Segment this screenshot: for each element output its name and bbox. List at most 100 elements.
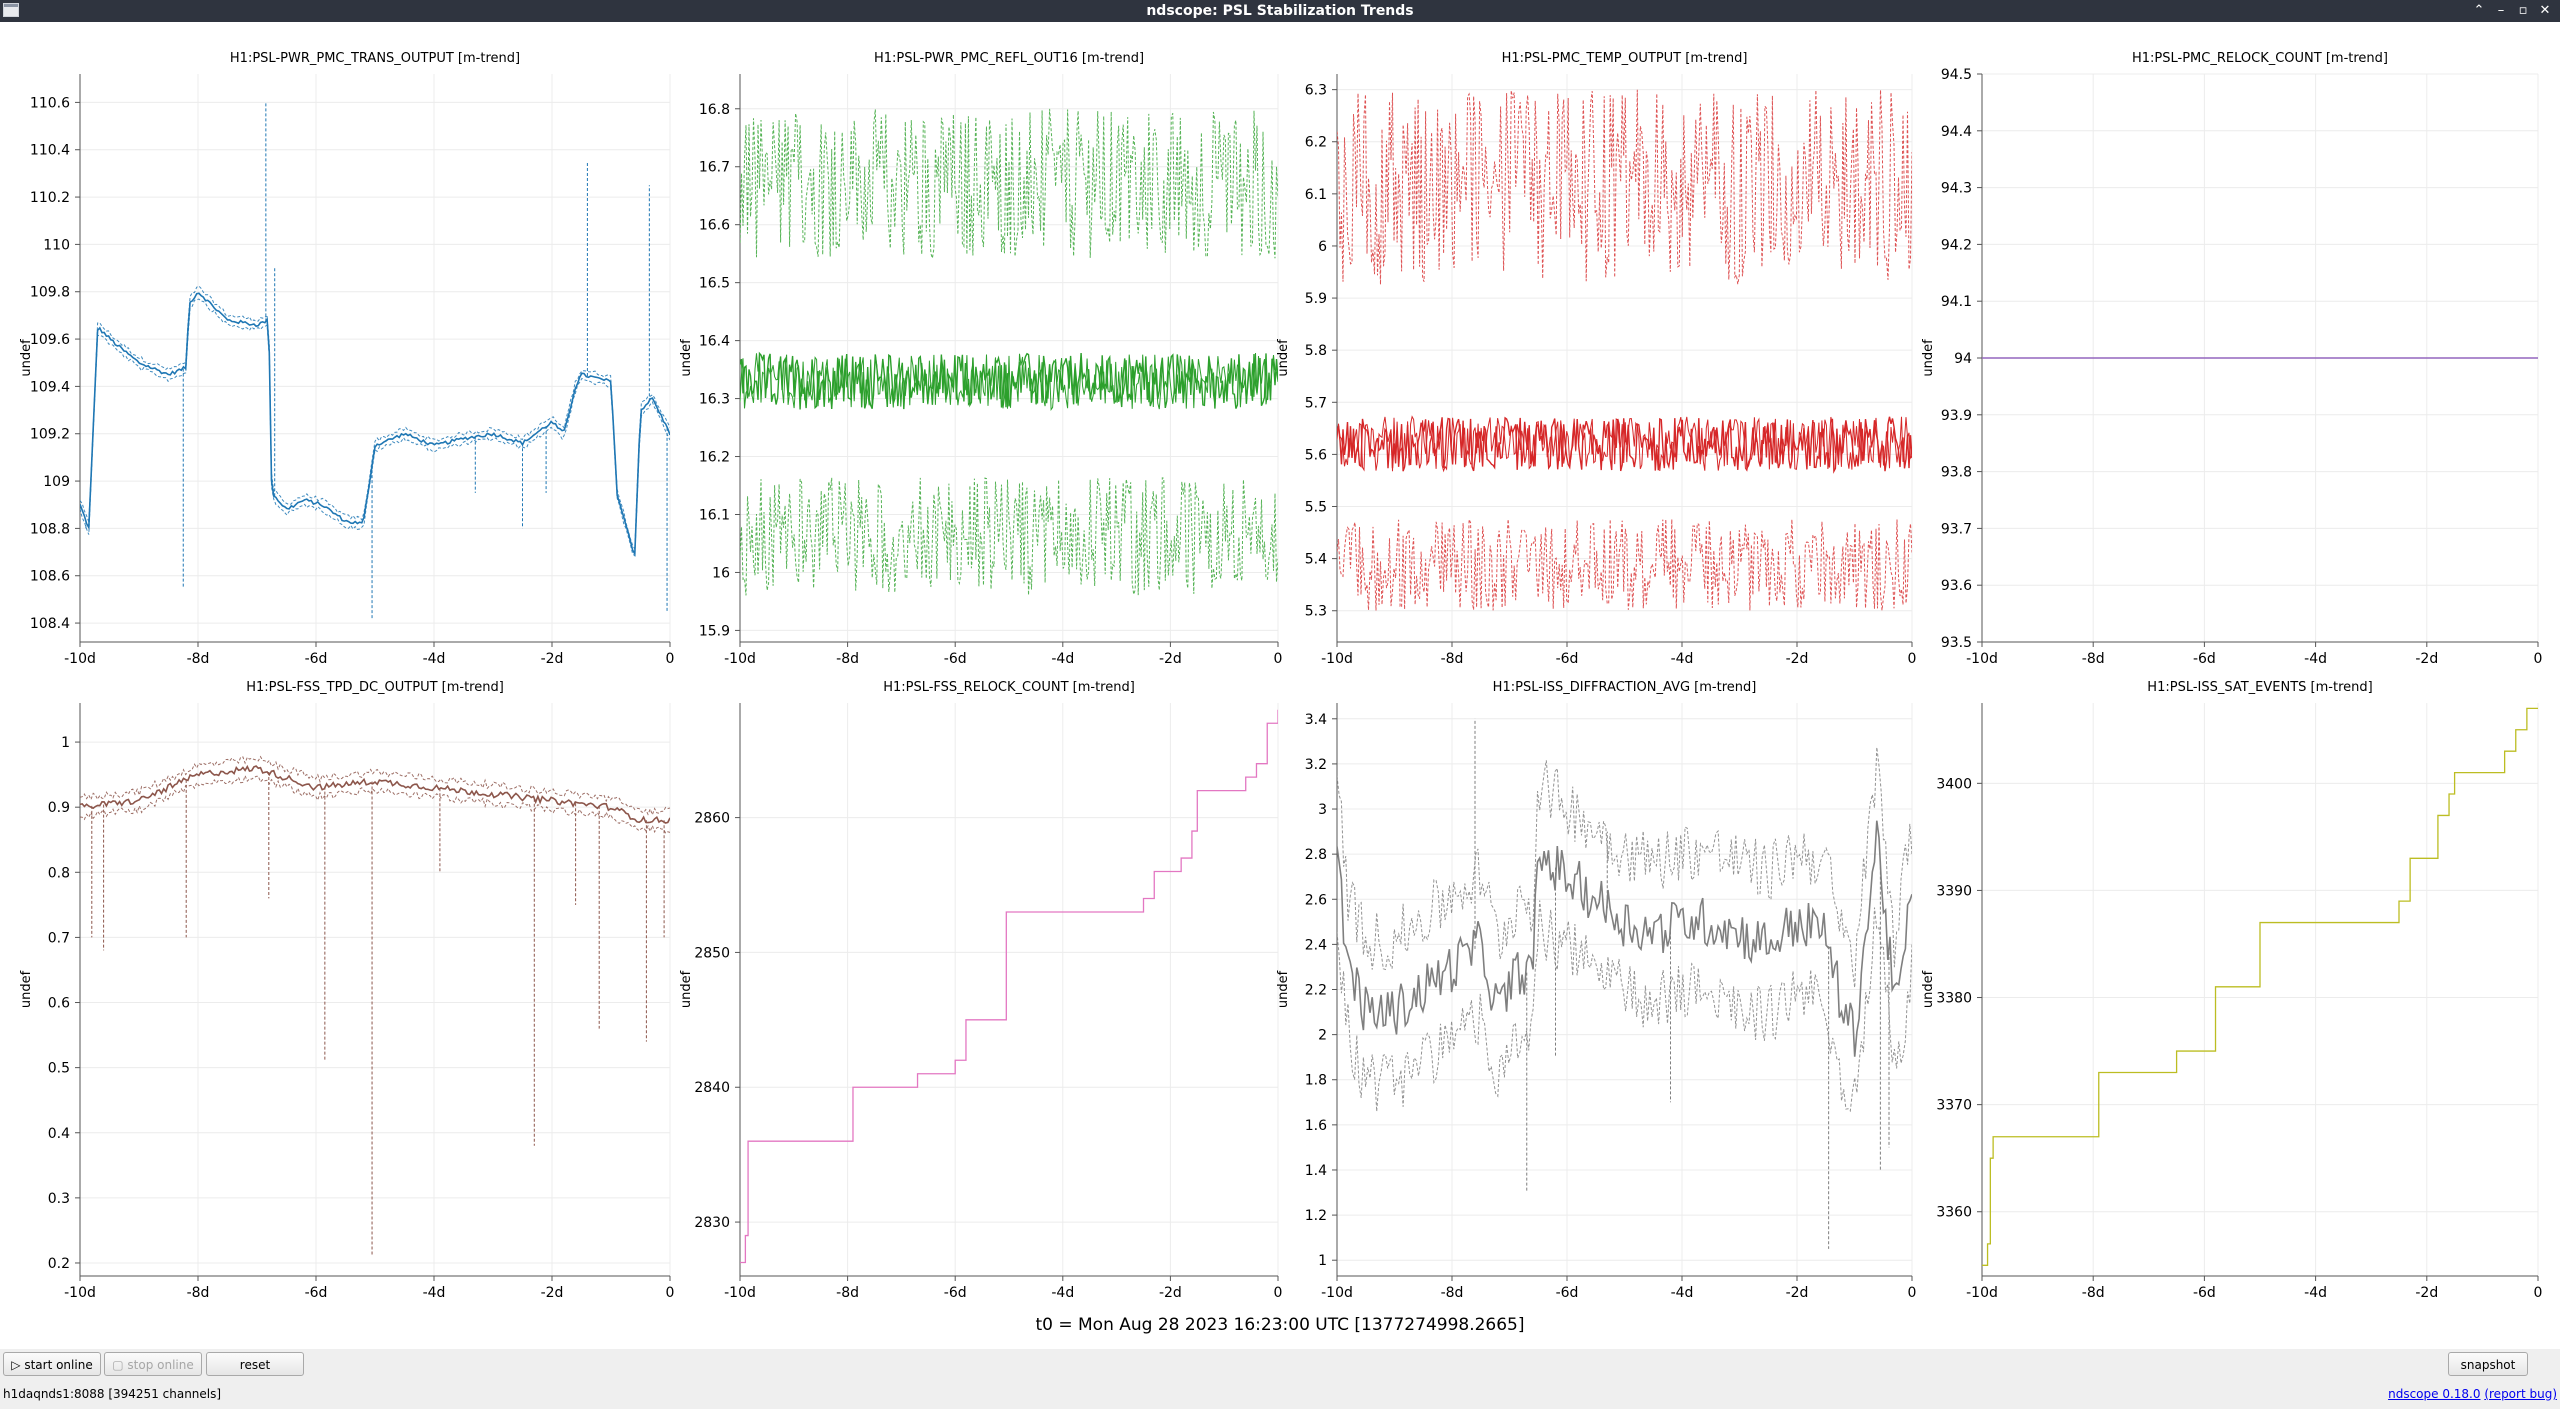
series-min-line xyxy=(80,298,670,557)
series-max-line xyxy=(740,108,1278,259)
series-min-line xyxy=(740,477,1278,596)
y-tick-label: 16.4 xyxy=(699,334,730,350)
series-max-line xyxy=(80,285,670,551)
x-tick-label: -8d xyxy=(187,1285,210,1301)
series xyxy=(740,108,1278,596)
y-tick-label: 3360 xyxy=(1936,1205,1972,1221)
y-tick-label: 0.3 xyxy=(48,1191,70,1207)
y-axis-label: undef xyxy=(1921,339,1936,377)
y-tick-label: 5.6 xyxy=(1305,447,1327,463)
window-title: ndscope: PSL Stabilization Trends xyxy=(1146,3,1414,19)
y-tick-label: 0.9 xyxy=(48,800,70,816)
version-link[interactable]: ndscope 0.18.0 xyxy=(2388,1387,2481,1401)
plot-panel[interactable]: H1:PSL-PMC_TEMP_OUTPUT [m-trend] undef 5.3… xyxy=(1276,51,1916,667)
y-tick-label: 16.3 xyxy=(699,392,730,408)
x-tick-label: 0 xyxy=(666,1285,675,1301)
y-tick-label: 110.6 xyxy=(30,95,70,111)
y-tick-label: 109.8 xyxy=(30,285,70,301)
y-tick-label: 6 xyxy=(1318,239,1327,255)
y-tick-label: 110.2 xyxy=(30,190,70,206)
series-mean-line xyxy=(1337,415,1912,473)
y-tick-label: 16.7 xyxy=(699,160,730,176)
y-tick-label: 5.8 xyxy=(1305,343,1327,359)
stop-online-label: stop online xyxy=(127,1358,194,1372)
plot-panel[interactable]: H1:PSL-FSS_TPD_DC_OUTPUT [m-trend] undef 0… xyxy=(19,680,674,1301)
y-axis-label: undef xyxy=(19,970,34,1008)
window-titlebar: ndscope: PSL Stabilization Trends ⌃ – ▫ … xyxy=(0,0,2560,22)
x-tick-label: 0 xyxy=(1908,1285,1917,1301)
y-tick-label: 3.4 xyxy=(1305,712,1327,728)
x-tick-label: -6d xyxy=(1556,1285,1579,1301)
series-mean-line xyxy=(1337,416,1912,474)
y-tick-label: 5.4 xyxy=(1305,552,1327,568)
x-tick-label: -6d xyxy=(944,651,967,667)
plot-panel[interactable]: H1:PSL-FSS_RELOCK_COUNT [m-trend]undef28… xyxy=(679,680,1282,1301)
y-tick-label: 5.9 xyxy=(1305,291,1327,307)
y-tick-label: 94.4 xyxy=(1941,124,1972,140)
plot-panel[interactable]: H1:PSL-ISS_DIFFRACTION_AVG [m-trend] unde… xyxy=(1276,680,1916,1301)
start-online-button[interactable]: ▷ start online xyxy=(3,1352,101,1376)
y-tick-label: 109 xyxy=(43,474,70,490)
x-tick-label: -8d xyxy=(187,651,210,667)
plot-title: H1:PSL-ISS_DIFFRACTION_AVG [m-trend] xyxy=(1493,680,1757,695)
y-tick-label: 3380 xyxy=(1936,991,1972,1007)
minimize-icon[interactable]: – xyxy=(2497,3,2505,18)
y-tick-label: 93.8 xyxy=(1941,465,1972,481)
series xyxy=(1337,89,1912,611)
control-bar xyxy=(0,1349,2560,1409)
x-tick-label: -2d xyxy=(1159,1285,1182,1301)
x-tick-label: -10d xyxy=(1966,651,1998,667)
plot-title: H1:PSL-PMC_RELOCK_COUNT [m-trend] xyxy=(2132,51,2388,66)
series-mean-line xyxy=(80,764,670,824)
stop-online-button[interactable]: ▢ stop online xyxy=(104,1352,202,1376)
y-tick-label: 3 xyxy=(1318,802,1327,818)
y-tick-label: 1.6 xyxy=(1305,1118,1327,1134)
y-axis-label: undef xyxy=(19,339,34,377)
x-tick-label: -8d xyxy=(836,1285,859,1301)
plot-title: H1:PSL-ISS_SAT_EVENTS [m-trend] xyxy=(2147,680,2372,695)
y-tick-label: 16.6 xyxy=(699,218,730,234)
y-tick-label: 94.5 xyxy=(1941,67,1972,83)
series-max-line xyxy=(1337,747,1912,988)
plot-panel[interactable]: H1:PSL-PWR_PMC_REFL_OUT16 [m-trend] undef… xyxy=(679,51,1282,667)
y-tick-label: 109.2 xyxy=(30,427,70,443)
x-tick-label: -8d xyxy=(1441,1285,1464,1301)
y-tick-label: 0.4 xyxy=(48,1126,70,1142)
series xyxy=(1982,707,2538,1266)
y-tick-label: 109.4 xyxy=(30,379,70,395)
x-tick-label: 0 xyxy=(1908,651,1917,667)
x-tick-label: -6d xyxy=(1556,651,1579,667)
x-tick-label: 0 xyxy=(666,651,675,667)
y-tick-label: 93.9 xyxy=(1941,408,1972,424)
x-tick-label: 0 xyxy=(2534,651,2543,667)
x-tick-label: -4d xyxy=(1051,1285,1074,1301)
x-tick-label: 0 xyxy=(1274,1285,1283,1301)
y-axis-label: undef xyxy=(1921,970,1936,1008)
x-tick-label: -4d xyxy=(2304,1285,2327,1301)
snapshot-button[interactable]: snapshot xyxy=(2448,1352,2528,1376)
plot-panel[interactable]: H1:PSL-ISS_SAT_EVENTS [m-trend] undef 3360… xyxy=(1921,680,2542,1301)
plot-title: H1:PSL-FSS_TPD_DC_OUTPUT [m-trend] xyxy=(246,680,504,695)
y-tick-label: 2850 xyxy=(694,945,730,961)
x-tick-label: -4d xyxy=(1671,651,1694,667)
report-bug-link[interactable]: (report bug) xyxy=(2484,1387,2557,1401)
maximize-icon[interactable]: ▫ xyxy=(2518,3,2528,18)
plots-canvas[interactable]: H1:PSL-PWR_PMC_TRANS_OUTPUT [m-trend] und… xyxy=(0,22,2560,1349)
window-menu-icon[interactable]: ⌃ xyxy=(2473,3,2485,18)
x-tick-label: -6d xyxy=(2193,651,2216,667)
plot-panel[interactable]: H1:PSL-PMC_RELOCK_COUNT [m-trend] undef 93… xyxy=(1921,51,2542,667)
y-tick-label: 108.8 xyxy=(30,521,70,537)
reset-button[interactable]: reset xyxy=(206,1352,304,1376)
x-tick-label: -2d xyxy=(1159,651,1182,667)
y-tick-label: 94.2 xyxy=(1941,237,1972,253)
y-axis-label: undef xyxy=(679,339,694,377)
y-tick-label: 16 xyxy=(712,565,730,581)
series-line xyxy=(1982,707,2538,1266)
plot-panel[interactable]: H1:PSL-PWR_PMC_TRANS_OUTPUT [m-trend] und… xyxy=(19,51,674,667)
y-tick-label: 0.2 xyxy=(48,1256,70,1272)
close-icon[interactable]: ✕ xyxy=(2539,3,2551,18)
y-tick-label: 5.7 xyxy=(1305,395,1327,411)
plot-area[interactable]: H1:PSL-PWR_PMC_TRANS_OUTPUT [m-trend] und… xyxy=(0,22,2560,1349)
y-tick-label: 108.6 xyxy=(30,569,70,585)
version-info: ndscope 0.18.0 (report bug) xyxy=(2388,1387,2557,1401)
